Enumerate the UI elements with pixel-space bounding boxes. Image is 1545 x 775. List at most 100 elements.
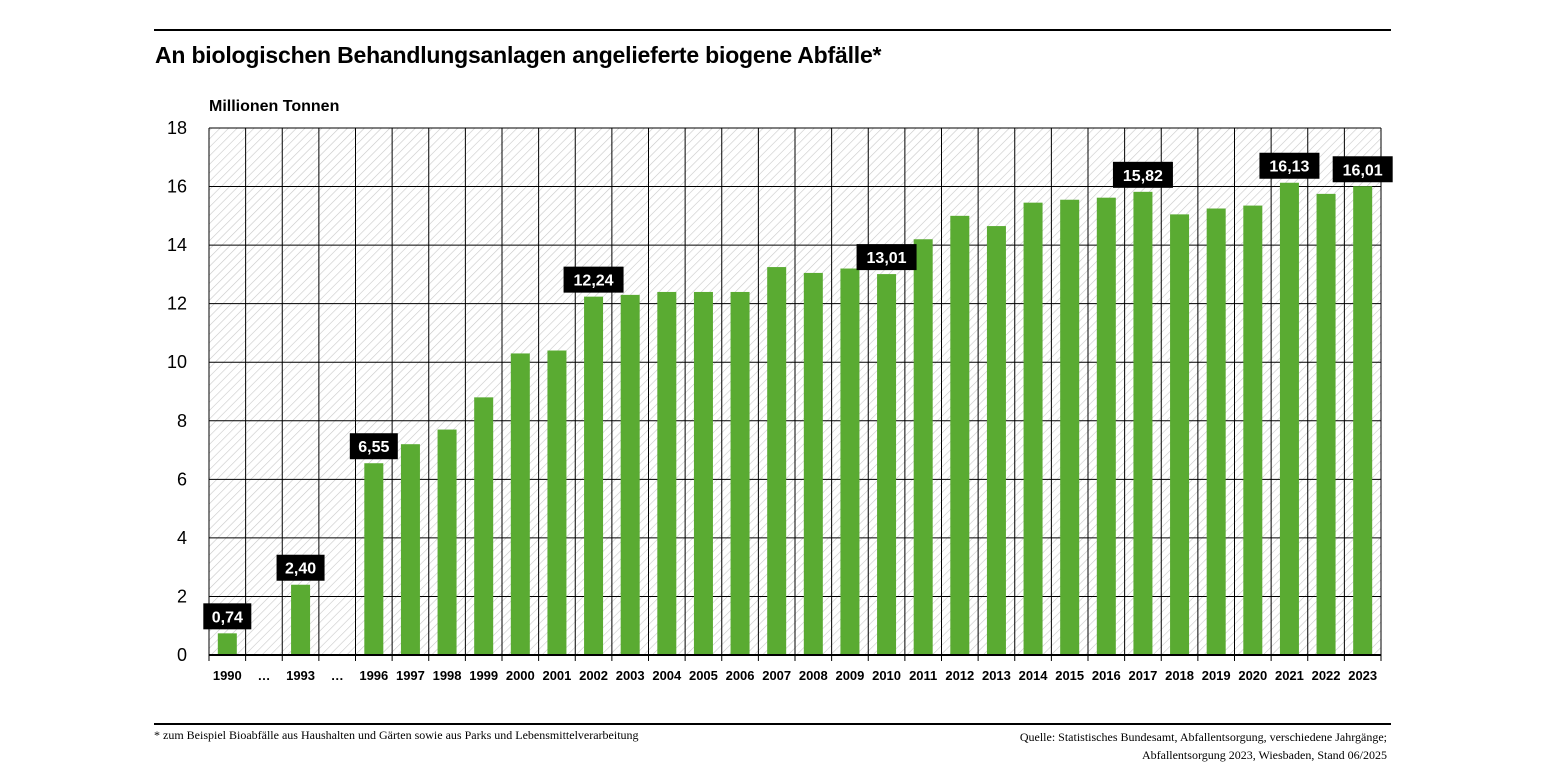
- data-label: 15,82: [1123, 168, 1163, 185]
- x-tick-label: 2021: [1275, 668, 1304, 683]
- footnote: * zum Beispiel Bioabfälle aus Haushalten…: [154, 728, 639, 742]
- bar-0: [217, 633, 237, 655]
- x-tick-label: 2003: [616, 668, 645, 683]
- x-tick-label: 2023: [1348, 668, 1377, 683]
- bar-24: [1096, 197, 1116, 656]
- x-tick-label: 2012: [945, 668, 974, 683]
- y-tick-label: 2: [177, 586, 187, 606]
- bar-18: [877, 274, 897, 655]
- bar-28: [1243, 205, 1263, 655]
- data-labels: 0,74 2,40 6,55 12,24 13,01 15,82 16,13 16,01: [203, 152, 1393, 630]
- bars: [217, 182, 1373, 656]
- bar-23: [1060, 199, 1080, 655]
- x-tick-label: 2022: [1312, 668, 1341, 683]
- bar-13: [693, 291, 713, 655]
- x-tick-label: 2013: [982, 668, 1011, 683]
- y-tick-label: 18: [167, 118, 187, 138]
- x-tick-label: 2018: [1165, 668, 1194, 683]
- x-tick-label: 2005: [689, 668, 718, 683]
- x-tick-label: 1990: [213, 668, 242, 683]
- bar-9: [547, 350, 567, 655]
- y-tick-label: 10: [167, 352, 187, 372]
- bar-8: [510, 353, 530, 655]
- x-tick-label: 1996: [359, 668, 388, 683]
- x-axis: 1990 … 1993 … 1996 1997 1998 1999 2000 2001 2002 20…: [208, 654, 1382, 683]
- x-tick-label: 1998: [433, 668, 462, 683]
- data-label-box: [1332, 156, 1393, 183]
- bar-31: [1353, 186, 1373, 656]
- x-tick-label: 1997: [396, 668, 425, 683]
- data-label: 6,55: [358, 439, 389, 456]
- data-label-box: [563, 266, 624, 293]
- data-label: 16,01: [1343, 162, 1383, 179]
- bar-25: [1133, 191, 1153, 655]
- bar-4: [364, 463, 384, 655]
- x-tick-label: 1999: [469, 668, 498, 683]
- y-tick-label: 0: [177, 645, 187, 665]
- x-tick-label: 2002: [579, 668, 608, 683]
- bar-22: [1023, 202, 1043, 656]
- data-label-box: [203, 603, 252, 630]
- bar-16: [803, 272, 823, 655]
- bar-21: [986, 226, 1006, 655]
- data-label-box: [856, 244, 917, 271]
- x-tick-label: 2011: [909, 668, 937, 683]
- x-tick-label: 2000: [506, 668, 535, 683]
- data-label: 13,01: [867, 250, 907, 267]
- x-tick-label: 2007: [762, 668, 791, 683]
- x-tick-label: 2006: [726, 668, 755, 683]
- x-tick-label: 2020: [1238, 668, 1267, 683]
- y-tick-label: 16: [167, 177, 187, 197]
- data-label-box: [276, 554, 325, 581]
- bar-2: [291, 584, 311, 655]
- data-label: 0,74: [212, 609, 243, 626]
- x-tick-label: 2019: [1202, 668, 1231, 683]
- x-tick-label: 2001: [542, 668, 571, 683]
- x-tick-label: 2015: [1055, 668, 1084, 683]
- y-tick-label: 6: [177, 469, 187, 489]
- x-tick-label: 2017: [1128, 668, 1157, 683]
- data-label: 16,13: [1269, 159, 1309, 176]
- bar-19: [913, 239, 933, 655]
- x-tick-label: 2009: [835, 668, 864, 683]
- x-tick-label: 2010: [872, 668, 901, 683]
- bar-14: [730, 291, 750, 655]
- top-rule: [154, 29, 1391, 31]
- bar-10: [584, 296, 604, 655]
- bar-11: [620, 294, 640, 655]
- data-label-box: [1259, 152, 1320, 179]
- bar-17: [840, 268, 860, 655]
- data-label-box: [349, 433, 398, 460]
- bar-6: [437, 429, 457, 655]
- source-note: Quelle: Statistisches Bundesamt, Abfalle…: [1020, 728, 1387, 764]
- x-tick-label: 2014: [1019, 668, 1049, 683]
- bar-7: [474, 397, 494, 655]
- bar-27: [1206, 208, 1226, 655]
- y-axis-label: Millionen Tonnen: [209, 98, 339, 115]
- data-label-box: [1112, 161, 1173, 188]
- bottom-rule: [154, 723, 1391, 725]
- x-tick-label: 2004: [652, 668, 682, 683]
- x-tick-label: …: [331, 668, 344, 683]
- x-tick-label: 2008: [799, 668, 828, 683]
- y-tick-label: 12: [167, 294, 187, 314]
- bar-30: [1316, 193, 1336, 655]
- x-tick-label: …: [257, 668, 270, 683]
- x-tick-label: 2016: [1092, 668, 1121, 683]
- y-tick-label: 8: [177, 411, 187, 431]
- data-label: 12,24: [574, 273, 614, 290]
- bar-5: [400, 444, 420, 655]
- bar-15: [767, 267, 787, 655]
- source-line-2: Abfallentsorgung 2023, Wiesbaden, Stand …: [1141, 748, 1387, 762]
- bar-29: [1279, 182, 1299, 655]
- bar-26: [1170, 214, 1190, 655]
- x-tick-label: 1993: [286, 668, 315, 683]
- y-tick-label: 4: [177, 528, 187, 548]
- y-axis: 0 2 4 6 8 10 12 14 16 18: [167, 118, 187, 665]
- bar-20: [950, 215, 970, 656]
- data-label: 2,40: [285, 561, 316, 578]
- bar-12: [657, 291, 677, 655]
- y-tick-label: 14: [167, 235, 187, 255]
- source-line-1: Quelle: Statistisches Bundesamt, Abfalle…: [1019, 730, 1387, 744]
